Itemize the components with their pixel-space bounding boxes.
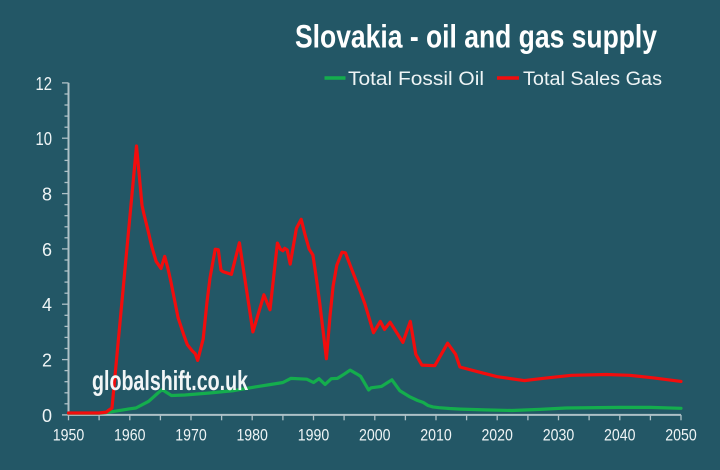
svg-text:2020: 2020 [481, 427, 513, 445]
svg-text:4: 4 [42, 295, 52, 315]
svg-text:2040: 2040 [604, 427, 636, 445]
svg-text:10: 10 [36, 129, 53, 149]
svg-text:6: 6 [42, 240, 52, 260]
svg-text:8: 8 [42, 185, 52, 205]
svg-text:12: 12 [36, 74, 53, 94]
svg-text:2010: 2010 [420, 427, 452, 445]
svg-text:1980: 1980 [236, 427, 268, 445]
svg-text:1990: 1990 [298, 427, 330, 445]
svg-text:globalshift.co.uk: globalshift.co.uk [92, 365, 249, 396]
svg-text:1950: 1950 [53, 427, 85, 445]
svg-text:2030: 2030 [543, 427, 575, 445]
svg-text:2050: 2050 [665, 427, 697, 445]
svg-text:0: 0 [42, 406, 52, 426]
svg-text:Slovakia - oil and gas supply: Slovakia - oil and gas supply [295, 19, 657, 55]
svg-text:Total Fossil Oil: Total Fossil Oil [348, 69, 484, 90]
svg-text:2: 2 [42, 351, 52, 371]
svg-text:1960: 1960 [114, 427, 146, 445]
svg-text:2000: 2000 [359, 427, 391, 445]
svg-text:1970: 1970 [175, 427, 207, 445]
svg-text:Total Sales Gas: Total Sales Gas [523, 69, 662, 90]
